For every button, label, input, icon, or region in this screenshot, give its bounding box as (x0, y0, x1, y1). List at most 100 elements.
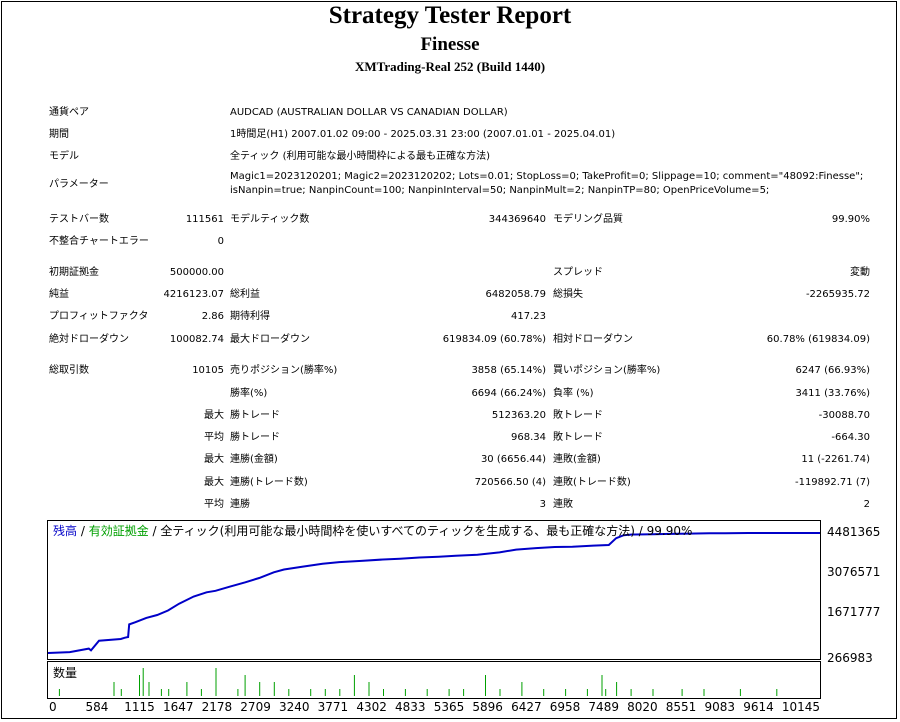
avg-cons-wins-label: 連勝 (230, 499, 250, 510)
volume-bar (404, 689, 406, 696)
max-word-3: 最大 (204, 477, 224, 488)
quality-value: 99.90% (831, 214, 870, 225)
volume-bar (565, 689, 567, 696)
symbol-label: 通貨ペア (49, 107, 89, 118)
volume-label: 数量 (53, 666, 78, 680)
largest-loss-value: -30088.70 (818, 410, 870, 421)
spread-value: 変動 (850, 267, 870, 278)
max-cons-losses-value: 11 (-2261.74) (801, 454, 870, 465)
avg-loss-value: -664.30 (831, 432, 870, 443)
volume-bar (259, 682, 261, 696)
gross-loss-label: 総損失 (553, 289, 583, 300)
volume-bar (681, 689, 683, 696)
deposit-label: 初期証拠金 (49, 267, 99, 278)
avg-win-label: 勝トレード (230, 432, 280, 443)
mismatch-label: 不整合チャートエラー (49, 236, 149, 247)
largest-win-label: 勝トレード (230, 410, 280, 421)
x-tick-label: 584 (85, 700, 109, 714)
max-dd-label: 最大ドローダウン (230, 334, 310, 345)
params-label: パラメーター (49, 179, 109, 190)
balance-line (47, 532, 820, 654)
gross-profit-label: 総利益 (230, 289, 260, 300)
period-label: 期間 (49, 129, 69, 140)
avg-cons-losses-label: 連敗 (553, 499, 573, 510)
x-tick-label: 9083 (704, 700, 736, 714)
volume-bar (200, 689, 202, 696)
volume-bar (324, 689, 326, 696)
volume-bar (288, 689, 290, 696)
volume-bar (186, 682, 188, 696)
volume-bar (237, 689, 239, 696)
volume-chart (47, 661, 821, 699)
trades-label: 総取引数 (49, 365, 89, 376)
symbol-value: AUDCAD (AUSTRALIAN DOLLAR VS CANADIAN DO… (230, 107, 508, 118)
volume-bar (353, 675, 355, 696)
volume-bar (499, 689, 501, 696)
trades-value: 10105 (192, 365, 224, 376)
params-line1: Magic1=2023120201; Magic2=2023120202; Lo… (230, 171, 864, 182)
report-title: Strategy Tester Report (328, 2, 572, 29)
volume-bar (630, 689, 632, 696)
legend-separator-1: / (77, 524, 89, 538)
x-tick-label: 0 (49, 700, 57, 714)
volume-bar (148, 682, 150, 696)
volume-bar (448, 689, 450, 696)
payoff-value: 417.23 (511, 311, 546, 322)
x-tick-label: 6427 (511, 700, 542, 714)
long-label: 買いポジション(勝率%) (553, 365, 661, 376)
volume-bar (426, 689, 428, 696)
chart-legend: 残高 / 有効証拠金 / 全ティック(利用可能な最小時間枠を使いすべてのティック… (53, 522, 692, 539)
volume-bar (383, 689, 384, 696)
volume-bar (739, 689, 741, 696)
avg-cons-wins-value: 3 (539, 499, 546, 510)
payoff-label: 期待利得 (230, 311, 270, 322)
y-tick-label: 4481365 (827, 525, 881, 539)
x-tick-label: 7489 (588, 700, 619, 714)
win-value: 6694 (66.24%) (471, 388, 546, 399)
gross-loss-value: -2265935.72 (805, 289, 870, 300)
params-line2: isNanpin=true; NanpinCount=100; NanpinIn… (230, 185, 770, 196)
rel-dd-value: 60.78% (619834.09) (766, 334, 870, 345)
x-tick-label: 4302 (356, 700, 387, 714)
volume-bar (310, 689, 312, 696)
avg-word-1: 平均 (204, 432, 224, 443)
volume-bar (139, 675, 140, 696)
ticks-value: 344369640 (488, 214, 546, 225)
max-cons-profit-label: 連勝(トレード数) (230, 477, 308, 488)
x-tick-label: 1115 (124, 700, 155, 714)
y-tick-label: 3076571 (827, 565, 881, 579)
win-label: 勝率(%) (230, 388, 268, 399)
volume-bar (368, 682, 370, 696)
volume-bar (215, 668, 217, 696)
loss-label: 負率 (%) (553, 388, 594, 399)
deposit-value: 500000.00 (169, 267, 224, 278)
volume-bar (273, 682, 275, 696)
legend-description: 全ティック(利用可能な最小時間枠を使いすべてのティックを生成する、最も正確な方法… (160, 524, 693, 538)
avg-cons-losses-value: 2 (863, 499, 870, 510)
quality-label: モデリング品質 (553, 214, 623, 225)
avg-win-value: 968.34 (511, 432, 546, 443)
max-cons-wins-label: 連勝(金額) (230, 454, 278, 465)
abs-dd-label: 絶対ドローダウン (49, 334, 129, 345)
volume-bar (120, 689, 122, 696)
volume-bar (142, 668, 144, 696)
net-label: 純益 (49, 289, 69, 300)
volume-bar (521, 682, 523, 696)
x-tick-label: 5896 (472, 700, 503, 714)
largest-loss-label: 敗トレード (553, 410, 603, 421)
x-tick-label: 2178 (201, 700, 233, 714)
volume-bar (463, 689, 465, 696)
x-tick-label: 5365 (433, 700, 465, 714)
volume-bar (58, 689, 60, 696)
avg-word-2: 平均 (204, 499, 224, 510)
x-tick-label: 3771 (317, 700, 349, 714)
volume-chart-svg (58, 668, 778, 696)
rel-dd-label: 相対ドローダウン (553, 334, 633, 345)
period-value: 1時間足(H1) 2007.01.02 09:00 - 2025.03.31 2… (230, 129, 616, 140)
legend-equity: 有効証拠金 (88, 524, 149, 538)
legend-balance: 残高 (53, 524, 78, 538)
avg-loss-label: 敗トレード (553, 432, 603, 443)
long-value: 6247 (66.93%) (795, 365, 870, 376)
short-value: 3858 (65.14%) (471, 365, 546, 376)
max-cons-profit-value: 720566.50 (4) (474, 477, 546, 488)
